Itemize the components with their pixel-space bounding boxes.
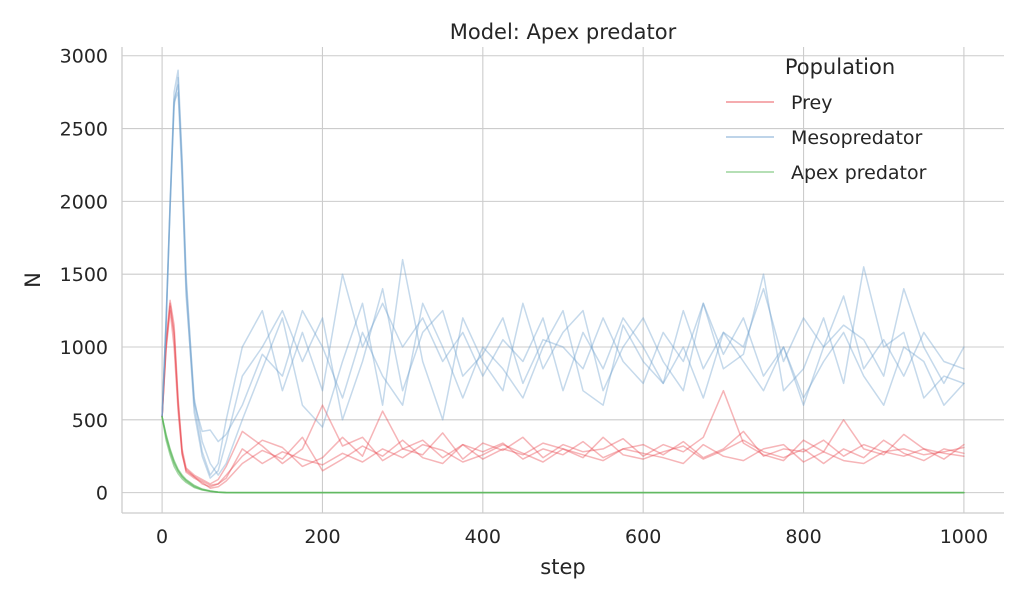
y-tick-label: 2500	[60, 119, 108, 141]
mesopredator-series-line-5	[161, 69, 965, 476]
y-tick-label: 0	[96, 483, 108, 505]
legend-entry-apex-predator: Apex predator	[726, 162, 927, 184]
x-tick-label: 600	[625, 526, 661, 548]
spine-layer	[121, 47, 1004, 514]
y-tick-label: 500	[72, 410, 108, 432]
x-tick-label: 0	[156, 526, 168, 548]
legend-label-prey: Prey	[791, 92, 832, 114]
legend-entry-prey: Prey	[726, 92, 832, 114]
y-tick-labels: 0 500 1000 1500 2000 2500 3000	[60, 46, 108, 505]
prey-series-line-1	[161, 299, 965, 485]
y-tick-label: 1000	[60, 337, 108, 359]
legend-title: Population	[785, 55, 895, 79]
grid-layer	[122, 47, 1004, 513]
x-tick-label: 200	[304, 526, 340, 548]
prey-series-line-3	[161, 302, 965, 489]
series-layer	[161, 69, 965, 494]
y-tick-label: 3000	[60, 46, 108, 68]
x-tick-label: 1000	[940, 526, 988, 548]
legend-entries: Prey Mesopredator Apex predator	[726, 92, 927, 184]
x-tick-label: 400	[465, 526, 501, 548]
mesopredator-series-line-8	[161, 91, 965, 443]
y-tick-label: 2000	[60, 191, 108, 213]
apex-predator-series-line-12	[161, 416, 965, 494]
y-axis-label: N	[21, 272, 45, 288]
x-tick-labels: 0 200 400 600 800 1000	[156, 526, 988, 548]
x-tick-label: 800	[785, 526, 821, 548]
chart-title: Model: Apex predator	[450, 20, 677, 44]
legend-entry-mesopredator: Mesopredator	[726, 127, 923, 149]
mesopredator-series-line-7	[161, 84, 965, 476]
y-tick-label: 1500	[60, 264, 108, 286]
mesopredator-series-line-6	[161, 76, 965, 479]
legend-label-apex-predator: Apex predator	[791, 162, 927, 184]
x-axis-label: step	[540, 555, 585, 579]
prey-series-line-4	[161, 305, 965, 487]
legend-label-mesopredator: Mesopredator	[791, 127, 923, 149]
prey-series-line-2	[161, 309, 965, 488]
legend: Population Prey Mesopredator Apex predator	[726, 55, 927, 184]
